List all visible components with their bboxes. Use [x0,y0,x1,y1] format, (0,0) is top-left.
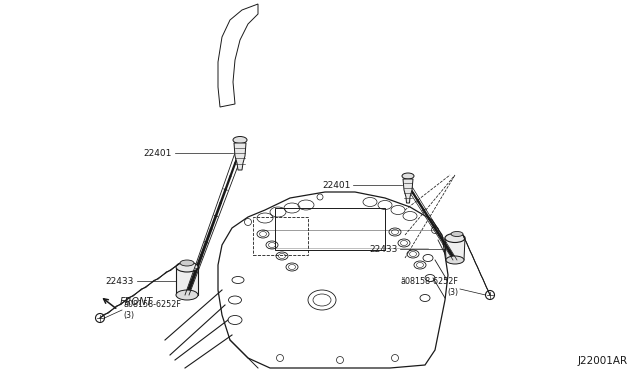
Text: ã08158-6252F
(3): ã08158-6252F (3) [400,277,458,297]
Text: 22401: 22401 [323,180,351,189]
Text: FRONT: FRONT [120,297,153,307]
Ellipse shape [176,290,198,300]
Bar [253,217,308,255]
Ellipse shape [402,173,414,179]
Polygon shape [234,143,246,170]
Ellipse shape [176,262,198,272]
Ellipse shape [451,231,463,237]
Bar [275,208,385,250]
Text: ã08158-6252F
(3): ã08158-6252F (3) [123,300,181,320]
Text: 22433: 22433 [106,276,134,285]
Text: 22433: 22433 [370,244,398,253]
Ellipse shape [233,137,247,144]
Polygon shape [445,238,465,260]
Text: J22001AR: J22001AR [578,356,628,366]
Text: 22401: 22401 [143,148,172,157]
Ellipse shape [445,234,465,243]
Ellipse shape [446,256,464,264]
Polygon shape [403,179,413,203]
Polygon shape [176,267,198,295]
Ellipse shape [180,260,194,266]
